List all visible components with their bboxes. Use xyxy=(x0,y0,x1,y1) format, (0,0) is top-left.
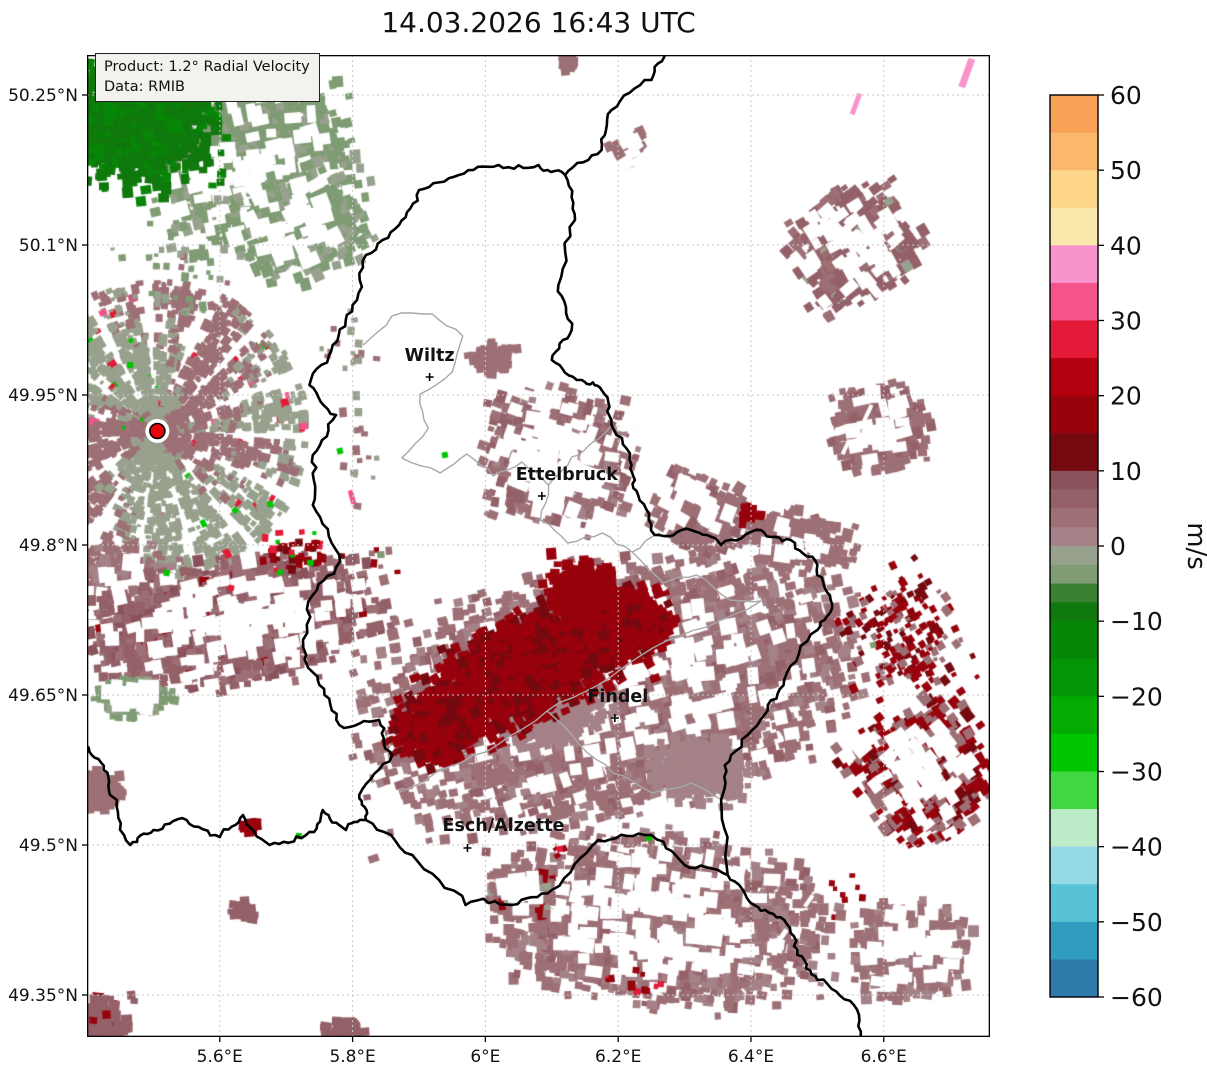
svg-text:−20: −20 xyxy=(1110,682,1163,711)
x-axis-ticks: 5.6°E 5.8°E 6°E 6.2°E 6.4°E 6.6°E xyxy=(197,1037,907,1067)
svg-text:49.8°N: 49.8°N xyxy=(19,536,78,556)
city-marker xyxy=(463,844,472,852)
svg-text:60: 60 xyxy=(1110,81,1142,110)
map-overlay: Wiltz Ettelbruck Findel Esch/Alzette xyxy=(87,55,990,1037)
map-plot: Wiltz Ettelbruck Findel Esch/Alzette Produc… xyxy=(87,53,990,1037)
svg-text:49.5°N: 49.5°N xyxy=(19,836,78,856)
svg-text:49.65°N: 49.65°N xyxy=(8,686,78,706)
svg-text:6.2°E: 6.2°E xyxy=(595,1047,641,1067)
svg-text:20: 20 xyxy=(1110,382,1142,411)
svg-text:5.8°E: 5.8°E xyxy=(329,1047,375,1067)
colorbar-unit-label: m/s xyxy=(1181,522,1207,570)
colorbar-bands xyxy=(1050,95,1098,998)
radar-echo-layer xyxy=(87,55,990,1037)
city-label: Ettelbruck xyxy=(516,465,619,485)
city-label: Esch/Alzette xyxy=(443,816,565,836)
product-legend: Product: 1.2° Radial Velocity Data: RMIB xyxy=(95,53,320,102)
region-borders xyxy=(362,312,762,801)
legend-product-line: Product: 1.2° Radial Velocity xyxy=(104,59,310,75)
svg-text:50.1°N: 50.1°N xyxy=(19,236,78,256)
svg-text:−60: −60 xyxy=(1110,983,1163,1012)
svg-text:5.6°E: 5.6°E xyxy=(197,1047,243,1067)
country-borders xyxy=(87,55,863,1037)
radar-site-marker xyxy=(145,419,170,443)
city-marker xyxy=(425,373,434,381)
svg-text:50: 50 xyxy=(1110,156,1142,185)
city-labels: Wiltz Ettelbruck Findel Esch/Alzette xyxy=(405,346,648,852)
svg-text:0: 0 xyxy=(1110,532,1126,561)
city-marker xyxy=(537,492,546,500)
city-marker xyxy=(610,714,619,722)
svg-text:40: 40 xyxy=(1110,231,1142,260)
svg-text:49.95°N: 49.95°N xyxy=(8,386,78,406)
legend-data-line: Data: RMIB xyxy=(104,79,185,95)
svg-text:6.6°E: 6.6°E xyxy=(861,1047,907,1067)
svg-text:6°E: 6°E xyxy=(470,1047,500,1067)
map-frame xyxy=(87,55,990,1037)
svg-text:−40: −40 xyxy=(1110,833,1163,862)
svg-text:30: 30 xyxy=(1110,307,1142,336)
colorbar-ticks: 60 50 40 30 20 10 0 −10 −20 −30 −40 −50 −60 xyxy=(1098,81,1163,1012)
svg-text:−10: −10 xyxy=(1110,607,1163,636)
svg-text:49.35°N: 49.35°N xyxy=(8,986,78,1006)
city-label: Wiltz xyxy=(405,346,455,366)
figure-title: 14.03.2026 16:43 UTC xyxy=(381,6,696,39)
svg-text:−50: −50 xyxy=(1110,908,1163,937)
svg-text:10: 10 xyxy=(1110,457,1142,486)
svg-text:−30: −30 xyxy=(1110,758,1163,787)
y-axis-ticks: 50.25°N 50.1°N 49.95°N 49.8°N 49.65°N 49.5°N 4… xyxy=(8,86,87,1006)
svg-text:50.25°N: 50.25°N xyxy=(8,86,78,106)
svg-text:6.4°E: 6.4°E xyxy=(728,1047,774,1067)
city-label: Findel xyxy=(587,687,648,707)
gridlines xyxy=(87,55,990,1037)
